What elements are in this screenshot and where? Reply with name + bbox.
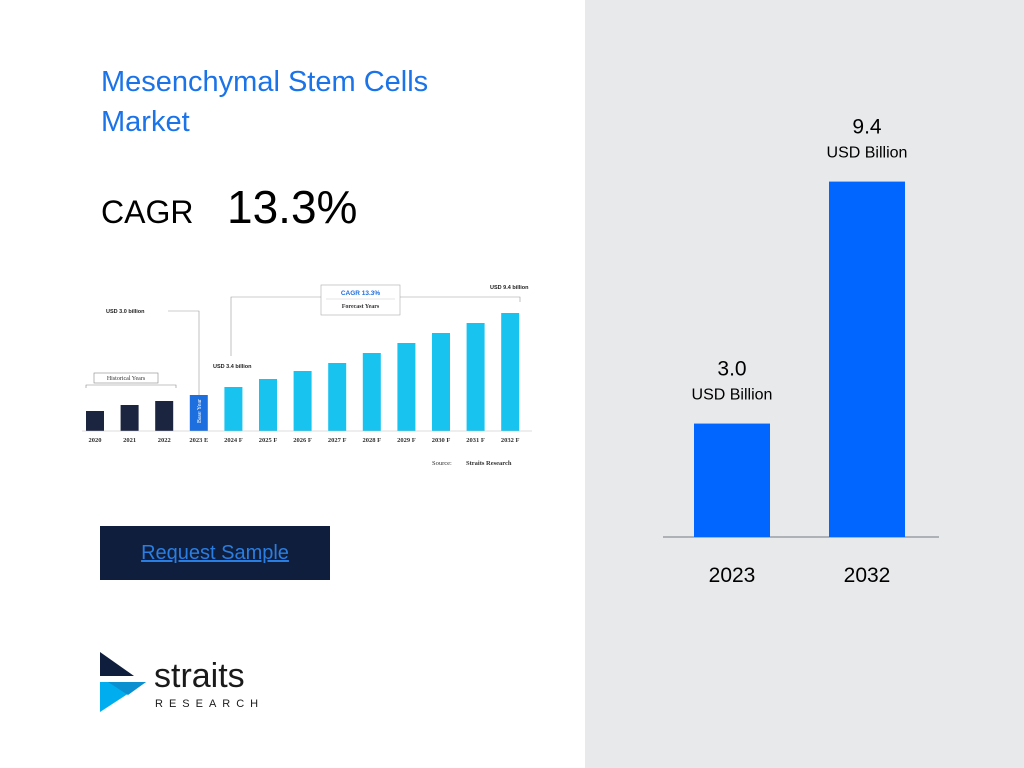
bar-unit-label: USD Billion — [827, 145, 908, 162]
thumb-bar — [501, 313, 520, 431]
bar-unit-label: USD Billion — [692, 387, 773, 404]
right-panel — [585, 0, 1024, 768]
thumb-bar — [120, 405, 139, 431]
x-tick-label: 2032 — [844, 564, 891, 587]
thumb-leader-2020 — [168, 310, 200, 395]
thumb-annotation-2020: USD 3.0 billion — [106, 309, 145, 315]
thumb-base-year-label: Base Year — [197, 399, 203, 423]
thumb-historical-bracket — [85, 384, 177, 388]
thumb-cagr-box — [320, 284, 401, 316]
thumbnail-chart-svg: 2020 2021 2022 2023 E 2024 F 2025 F 2026 F 2027… — [82, 284, 532, 467]
thumb-tick-label: 2032 F — [501, 437, 520, 444]
thumb-tick-label: 2031 F — [466, 437, 485, 444]
request-sample-button[interactable]: Request Sample — [100, 526, 330, 580]
bar-2023 — [694, 423, 770, 537]
thumb-tick-label: 2027 F — [328, 437, 347, 444]
thumb-annotation-2024: USD 3.4 billion — [213, 364, 252, 370]
thumb-source-label: Source: — [432, 460, 452, 467]
thumb-tick-label: 2026 F — [293, 437, 312, 444]
thumb-source-value: Straits Research — [466, 460, 512, 467]
thumb-tick-label: 2020 — [89, 437, 102, 444]
logo-subtitle: RESEARCH — [155, 698, 265, 710]
thumb-tick-label: 2030 F — [432, 437, 451, 444]
bar-2032 — [829, 181, 905, 538]
thumb-tick-label: 2028 F — [362, 437, 381, 444]
thumb-bar — [293, 371, 312, 431]
logo-chevron-icon — [100, 652, 146, 712]
thumb-tick-label: 2025 F — [259, 437, 278, 444]
thumb-bar — [466, 323, 485, 431]
logo-wordmark: straits — [154, 657, 245, 695]
thumb-bar — [155, 401, 174, 431]
thumb-bar — [259, 379, 277, 431]
thumb-tick-label: 2024 F — [224, 437, 243, 444]
page-title: Mesenchymal Stem Cells Market — [101, 66, 429, 138]
thumb-bar — [432, 333, 450, 431]
thumb-cagr-label: CAGR 13.3% — [341, 290, 381, 297]
bar-value-label: 3.0 — [717, 358, 746, 381]
thumb-bar — [397, 343, 416, 431]
straits-research-logo: straits RESEARCH — [98, 650, 268, 716]
bar-value-label: 9.4 — [852, 116, 882, 139]
market-size-bar-chart: 3.0 USD Billion 2023 9.4 USD Billion 2032 — [663, 116, 939, 587]
thumb-annotation-2032: USD 9.4 billion — [490, 285, 529, 291]
market-chart-thumbnail: 2020 2021 2022 2023 E 2024 F 2025 F 2026 F 2027… — [80, 280, 536, 480]
thumb-tick-label: 2022 — [158, 437, 171, 444]
thumb-bar — [328, 363, 347, 431]
thumb-tick-label: 2021 — [123, 437, 136, 444]
thumb-bar — [86, 411, 104, 431]
cagr-label: CAGR — [101, 194, 194, 230]
thumb-tick-label: 2029 F — [397, 437, 416, 444]
thumb-historical-label: Historical Years — [107, 376, 146, 382]
cagr-value: 13.3% — [227, 181, 358, 233]
thumb-bar — [362, 353, 381, 431]
thumb-tick-label: 2023 E — [189, 437, 208, 444]
x-tick-label: 2023 — [709, 564, 756, 587]
thumb-historical-box — [93, 372, 159, 384]
thumb-forecast-label: Forecast Years — [342, 304, 380, 310]
thumb-forecast-leader-left — [230, 296, 321, 356]
thumb-bar — [189, 395, 208, 431]
thumb-bar — [224, 387, 243, 431]
thumb-forecast-leader-right — [400, 296, 521, 302]
